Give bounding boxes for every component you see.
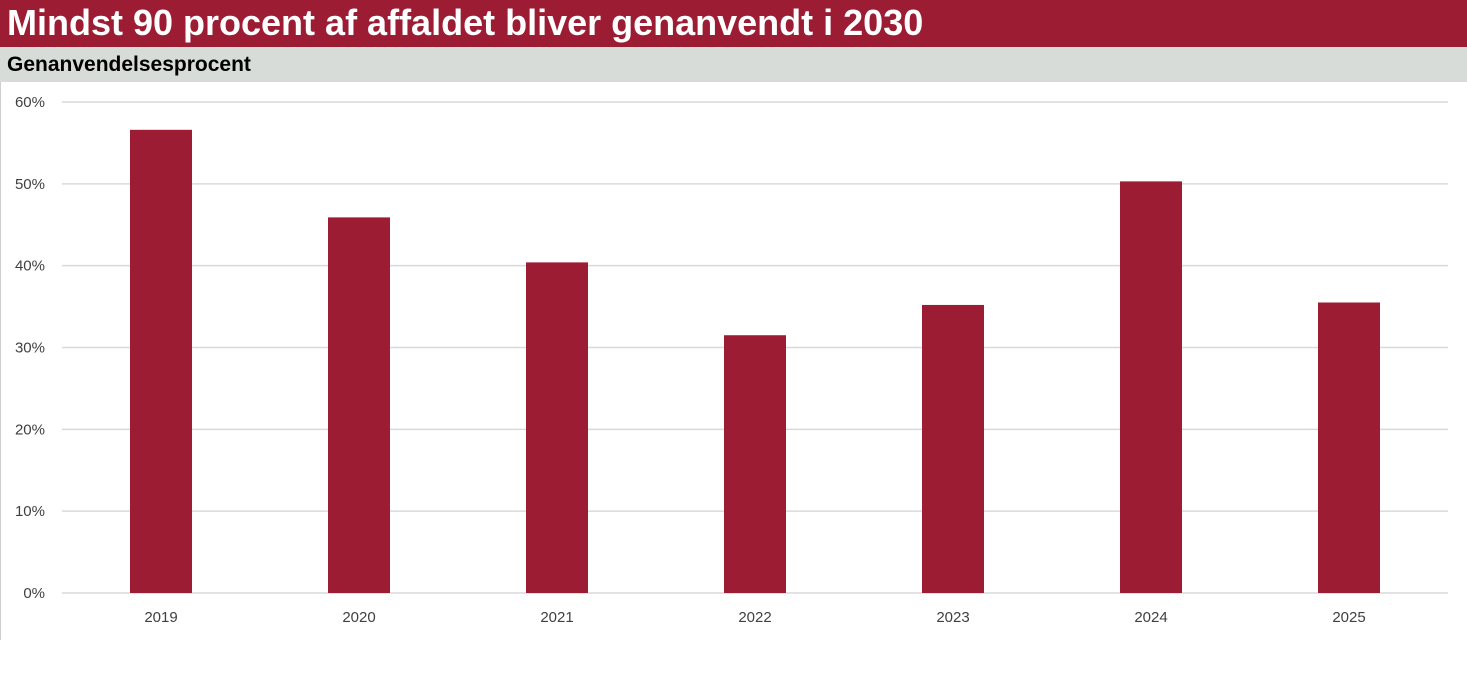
y-tick-label: 40% bbox=[15, 258, 45, 275]
y-tick-label: 60% bbox=[15, 94, 45, 111]
x-tick-label: 2020 bbox=[342, 609, 375, 626]
bar-2022 bbox=[724, 335, 786, 593]
bar-2025 bbox=[1318, 302, 1380, 593]
y-tick-label: 30% bbox=[15, 340, 45, 357]
y-tick-label: 20% bbox=[15, 421, 45, 438]
chart-subtitle: Genanvendelsesprocent bbox=[7, 53, 251, 76]
bars bbox=[130, 129, 1380, 593]
x-axis-ticks: 2019 2020 2021 2022 2023 2024 2025 bbox=[144, 609, 1365, 626]
x-tick-label: 2021 bbox=[540, 609, 573, 626]
bar-2024 bbox=[1120, 181, 1182, 593]
title-bar: Mindst 90 procent af affaldet bliver gen… bbox=[0, 0, 1467, 47]
bar-2020 bbox=[328, 217, 390, 593]
bar-2023 bbox=[922, 304, 984, 593]
page-title: Mindst 90 procent af affaldet bliver gen… bbox=[7, 2, 924, 43]
x-tick-label: 2019 bbox=[144, 609, 177, 626]
x-tick-label: 2022 bbox=[738, 609, 771, 626]
bar-2021 bbox=[526, 262, 588, 593]
bar-2019 bbox=[130, 129, 192, 593]
y-tick-label: 10% bbox=[15, 503, 45, 520]
x-tick-label: 2024 bbox=[1134, 609, 1167, 626]
subtitle-bar: Genanvendelsesprocent bbox=[0, 47, 1467, 82]
y-tick-label: 50% bbox=[15, 176, 45, 193]
y-axis-ticks: 0% 10% 20% 30% 40% 50% 60% bbox=[15, 94, 45, 602]
y-tick-label: 0% bbox=[23, 585, 45, 602]
gridlines bbox=[62, 101, 1448, 594]
x-tick-label: 2023 bbox=[936, 609, 969, 626]
bar-chart: 0% 10% 20% 30% 40% 50% 60% 2019 2020 2021 2022 202… bbox=[15, 94, 1448, 626]
left-border bbox=[0, 82, 1, 640]
x-tick-label: 2025 bbox=[1332, 609, 1365, 626]
